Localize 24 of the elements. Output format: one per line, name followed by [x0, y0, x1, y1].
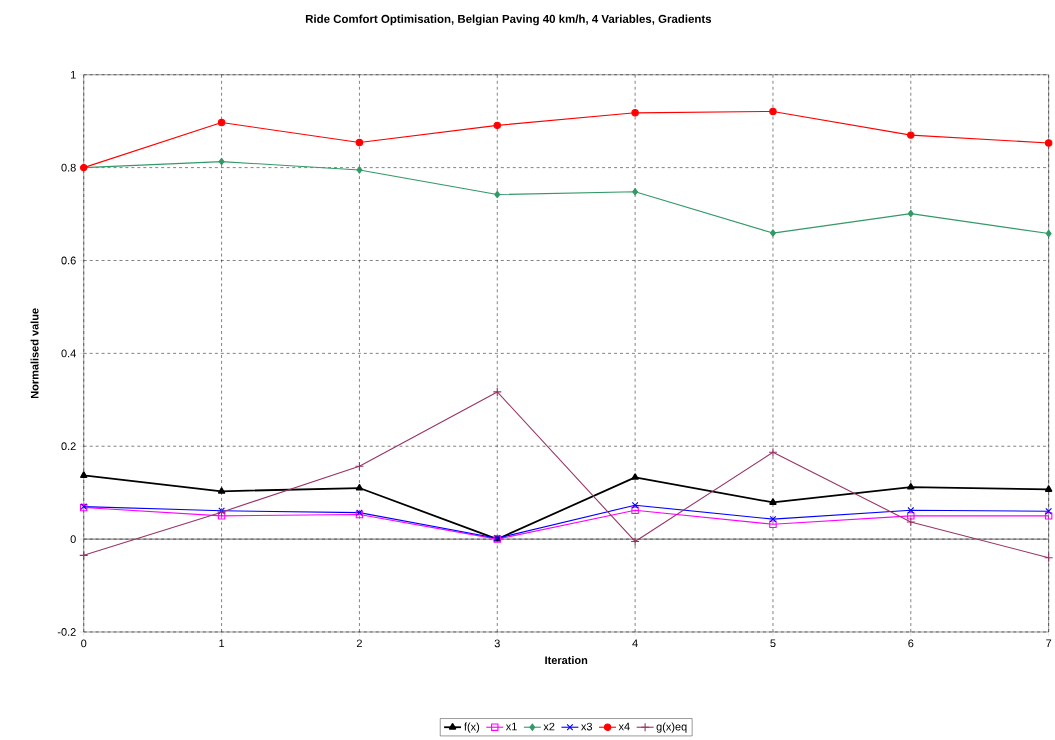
- x-tick-label: 6: [908, 639, 914, 648]
- legend-label: f(x): [464, 722, 480, 733]
- legend-label: x3: [581, 722, 593, 731]
- y-tick-label: 0.6: [61, 256, 76, 265]
- chart-title: Ride Comfort Optimisation, Belgian Paving 40 km/h, 4 Variables, Gradients: [305, 14, 712, 26]
- legend-label: x1: [505, 722, 517, 731]
- x-tick-label: 7: [1046, 639, 1052, 648]
- x-tick-label: 4: [632, 639, 638, 648]
- y-tick-label: -0.2: [57, 628, 76, 637]
- y-tick-label: 1: [70, 71, 76, 79]
- legend-label: g(x)eq: [656, 722, 687, 733]
- x-tick-label: 5: [770, 639, 776, 648]
- x-axis-title: Iteration: [545, 656, 588, 665]
- x-tick-label: 1: [219, 639, 225, 648]
- x-tick-label: 0: [81, 639, 87, 648]
- y-tick-label: 0.2: [61, 442, 76, 451]
- y-tick-label: 0.4: [61, 349, 76, 358]
- y-axis-title: Normalised value: [30, 308, 39, 399]
- x-tick-label: 3: [494, 639, 500, 648]
- x-tick-label: 2: [356, 639, 362, 648]
- y-tick-label: 0: [70, 535, 76, 544]
- y-tick-label: 0.8: [61, 163, 76, 172]
- legend-label: x4: [618, 722, 630, 731]
- legend-label: x2: [543, 722, 555, 731]
